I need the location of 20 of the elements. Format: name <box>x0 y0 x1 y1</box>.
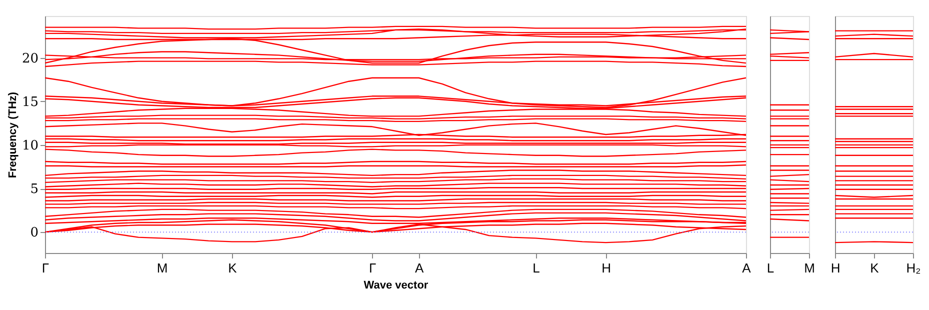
x-tick-label: A <box>415 260 424 276</box>
x-tick-label: A <box>742 260 752 276</box>
x-tick-label: M <box>156 260 168 276</box>
x-tick-label: M <box>804 260 815 276</box>
x-tick-label: H₂ <box>906 260 921 276</box>
x-tick-label: L <box>766 260 774 276</box>
x-tick-label: K <box>228 260 238 276</box>
x-tick-label: H <box>602 260 611 276</box>
y-tick-label: 20 <box>22 51 38 66</box>
y-tick-label: 15 <box>22 94 38 110</box>
y-axis-title: Frequency (THz) <box>6 92 19 178</box>
y-tick-label: 10 <box>22 138 38 154</box>
x-axis-title: Wave vector <box>364 280 429 292</box>
y-tick-label: 5 <box>30 182 38 198</box>
x-tick-label: H <box>830 260 840 276</box>
x-tick-label: K <box>870 260 880 276</box>
x-tick-label: L <box>532 260 540 276</box>
x-tick-label: Γ <box>42 260 50 276</box>
y-tick-label: 0 <box>30 226 38 241</box>
x-tick-label: Γ <box>369 260 376 276</box>
